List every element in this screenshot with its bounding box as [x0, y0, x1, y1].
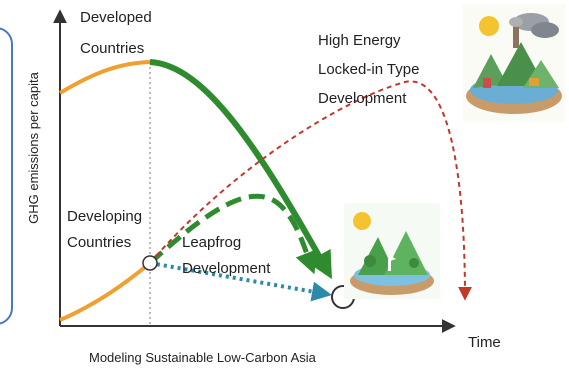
developed-label-line2: Countries: [80, 40, 144, 57]
high-energy-label-line2: Locked-in Type: [318, 61, 419, 78]
developed-historical-path: [58, 60, 151, 95]
high-energy-label-line3: Development: [318, 90, 407, 107]
caption: Modeling Sustainable Low-Carbon Asia: [89, 350, 317, 365]
high-energy-label-line1: High Energy: [318, 32, 401, 49]
leapfrog-path: [148, 193, 317, 275]
polluted-world-icon: [463, 4, 565, 122]
left-panel: [0, 27, 13, 325]
developing-start-marker: [142, 255, 158, 271]
developing-label-line1: Developing: [67, 208, 142, 225]
developing-historical-path: [59, 261, 152, 322]
leapfrog-label-line2: Development: [182, 260, 271, 277]
direct-low-carbon-path: [149, 261, 332, 302]
developed-reduction-path: [149, 59, 332, 280]
developed-label-line1: Developed: [80, 9, 152, 26]
y-axis-label: GHG emissions per capita: [26, 71, 41, 223]
developing-label-line2: Countries: [67, 234, 131, 251]
green-world-icon: [344, 203, 440, 299]
x-axis-label: Time: [468, 334, 501, 351]
locked-in-path: [149, 80, 472, 301]
leapfrog-label-line1: Leapfrog: [182, 234, 241, 251]
